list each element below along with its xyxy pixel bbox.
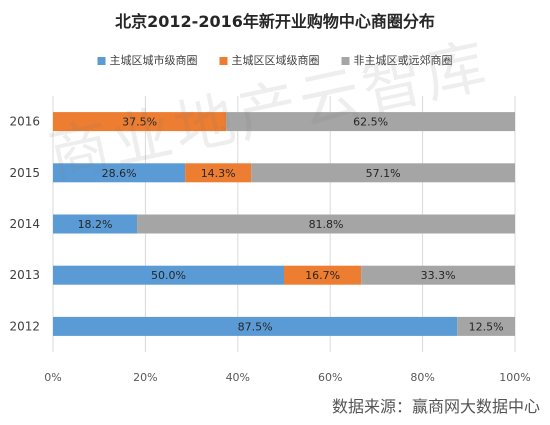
y-tick-label: 2014 xyxy=(9,217,40,231)
data-label: 62.5% xyxy=(353,116,388,129)
data-label: 87.5% xyxy=(238,320,273,333)
x-tick-label: 0% xyxy=(44,371,61,384)
bar-segment xyxy=(53,112,227,132)
x-tick-label: 60% xyxy=(318,371,342,384)
bar-segment xyxy=(53,316,458,336)
x-tick-label: 100% xyxy=(499,371,530,384)
data-label: 57.1% xyxy=(366,167,401,180)
data-label: 81.8% xyxy=(309,218,344,231)
bar-segment xyxy=(53,265,284,285)
y-tick-label: 2016 xyxy=(9,115,40,129)
y-tick-label: 2015 xyxy=(9,166,40,180)
data-label: 33.3% xyxy=(421,269,456,282)
bar-segment xyxy=(53,163,186,183)
chart-title: 北京2012-2016年新开业购物中心商圈分布 xyxy=(115,12,435,31)
bar-segment xyxy=(226,112,515,132)
legend-swatch xyxy=(341,57,350,65)
bar-segment xyxy=(457,316,515,336)
x-tick-label: 20% xyxy=(133,371,157,384)
data-label: 12.5% xyxy=(469,320,504,333)
data-label: 18.2% xyxy=(78,218,113,231)
legend-label: 主城区城市级商圈 xyxy=(110,53,198,67)
bar-segment xyxy=(185,163,252,183)
data-label: 14.3% xyxy=(201,167,236,180)
bar-segment xyxy=(137,214,516,234)
y-tick-label: 2012 xyxy=(9,319,40,333)
bar-segment xyxy=(284,265,362,285)
data-label: 37.5% xyxy=(122,116,157,129)
bar-segment xyxy=(361,265,515,285)
source-note: 数据来源：赢商网大数据中心 xyxy=(331,397,540,416)
bar-segment xyxy=(251,163,515,183)
legend-label: 主城区区域级商圈 xyxy=(232,53,320,67)
y-tick-label: 2013 xyxy=(9,268,40,282)
data-label: 28.6% xyxy=(102,167,137,180)
legend-swatch xyxy=(97,57,106,65)
bar-segment xyxy=(53,214,138,234)
legend-swatch xyxy=(219,57,228,65)
data-label: 50.0% xyxy=(151,269,186,282)
x-tick-label: 40% xyxy=(226,371,250,384)
data-label: 16.7% xyxy=(305,269,340,282)
x-tick-label: 80% xyxy=(410,371,434,384)
legend-label: 非主城区或远郊商圈 xyxy=(354,53,453,67)
